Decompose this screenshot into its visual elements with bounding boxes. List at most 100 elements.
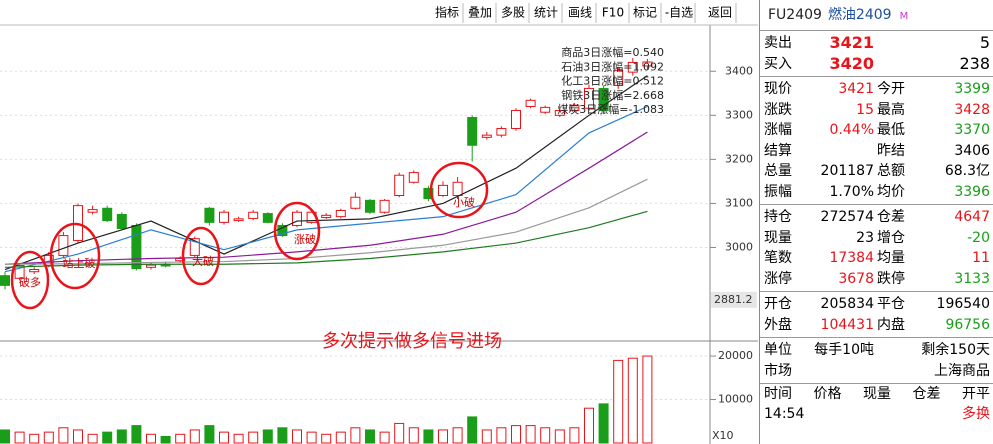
- volume-bar: [569, 427, 580, 444]
- candle-body: [14, 265, 25, 279]
- field-label: 均价: [877, 183, 905, 200]
- field-label: 卖出: [764, 35, 792, 51]
- field-label: 最高: [877, 101, 905, 118]
- toolbar-button[interactable]: 统计: [534, 6, 558, 20]
- volume-bar: [29, 433, 40, 444]
- quote-group: 现价 3421 今开 3399 涨跌 15 最高 3428 涨幅 0.44% 最低 3370 结算 昨结 3…: [760, 77, 993, 205]
- volume-bar: [540, 427, 551, 444]
- field-value: 3421: [838, 81, 874, 97]
- field-value: 11: [972, 250, 990, 266]
- candle-body: [189, 238, 200, 256]
- trade-col: 价格: [813, 386, 842, 402]
- volume-bar: [423, 429, 434, 444]
- candle-body: [598, 87, 609, 111]
- volume-bar: [481, 429, 492, 444]
- field-label: 均量: [877, 250, 905, 266]
- volume-bar: [350, 427, 361, 444]
- volume-bar: [87, 433, 98, 444]
- field-label: 现价: [764, 81, 792, 97]
- candle-body: [102, 207, 113, 222]
- quote-row: 笔数 17384 均量 11: [760, 248, 993, 269]
- volume-bar: [73, 429, 83, 444]
- field-label: 持仓: [764, 209, 792, 225]
- volume-bar: [233, 433, 244, 444]
- field-value: 每手10吨: [814, 342, 874, 358]
- field-label: 涨跌: [764, 101, 792, 118]
- candle-body: [116, 213, 127, 230]
- field-value: 剩余150天: [921, 342, 990, 358]
- toolbar-button[interactable]: F10: [602, 6, 624, 20]
- trade-col: 时间: [764, 386, 792, 402]
- toolbar-button[interactable]: 返回: [708, 6, 732, 20]
- annotation: 破多: [19, 275, 41, 289]
- volume-bar: [627, 357, 638, 444]
- toolbar-button[interactable]: 标记: [633, 6, 657, 20]
- toolbar-button[interactable]: -自选: [665, 6, 693, 20]
- volume-bar: [102, 431, 113, 444]
- quote-row: 单位 每手10吨 剩余150天: [760, 340, 993, 361]
- toolbar-button[interactable]: 多股: [501, 6, 525, 20]
- volume-bar: [248, 431, 259, 444]
- annotation-circle: [10, 250, 50, 310]
- field-label: 笔数: [764, 250, 792, 266]
- volume-bar: [452, 427, 463, 444]
- field-value: 3399: [954, 81, 990, 97]
- candle-body: [613, 69, 624, 86]
- candle-body: [481, 134, 492, 138]
- quote-row: 市场 上海商品: [760, 361, 993, 382]
- field-label: 昨结: [877, 142, 905, 159]
- volume-bar: [292, 429, 302, 444]
- candle-body: [569, 104, 580, 111]
- field-value: 196540: [936, 296, 990, 312]
- annotation: 大破: [192, 254, 214, 268]
- candle-body: [29, 269, 40, 273]
- field-label: 现量: [764, 229, 792, 246]
- toolbar-button[interactable]: 叠加: [468, 6, 492, 20]
- candle-body: [423, 187, 434, 200]
- toolbar-button[interactable]: 画线: [568, 6, 592, 20]
- field-label: 跌停: [877, 270, 905, 287]
- trade-col: 仓差: [912, 386, 941, 402]
- candle-body: [365, 199, 375, 213]
- quote-row: 涨停 3678 跌停 3133: [760, 269, 993, 290]
- volume-bar: [438, 429, 448, 444]
- volume-bar: [321, 433, 332, 444]
- candle-body: [292, 211, 302, 226]
- volume-bar: [146, 433, 156, 444]
- field-value: 205834: [820, 296, 874, 312]
- candle-body: [467, 117, 478, 146]
- trade-row: 14:54 多换: [760, 404, 993, 424]
- ma-line: [4, 75, 648, 271]
- field-label: 结算: [764, 142, 792, 159]
- candle-body: [219, 211, 229, 223]
- candle-body: [540, 106, 551, 113]
- volume-bar: [408, 427, 419, 444]
- volume-bar: [598, 403, 609, 444]
- field-label: 仓差: [877, 209, 905, 225]
- ma-line: [4, 210, 648, 268]
- field-value: 17384: [829, 250, 874, 266]
- y-tick-label: 3200: [725, 152, 753, 165]
- candle-body: [438, 184, 448, 196]
- quote-row: 总量 201187 总额 68.3亿: [760, 161, 993, 182]
- candle-body: [408, 172, 419, 183]
- toolbar-button[interactable]: 指标: [435, 5, 459, 20]
- candle-body: [379, 199, 390, 213]
- annotation-circle: [273, 201, 321, 261]
- quote-row: 开仓 205834 平仓 196540: [760, 294, 993, 315]
- candle-body: [496, 128, 507, 136]
- volume-bar: [204, 425, 215, 444]
- legend-text: 钢铁3日涨幅=2.668: [561, 89, 664, 102]
- y-tick-label: 3000: [725, 240, 753, 253]
- field-value: 96756: [945, 316, 990, 333]
- quote-group: 单位 每手10吨 剩余150天 市场 上海商品: [760, 338, 993, 384]
- field-value: 1.70%: [829, 183, 874, 200]
- candle-body: [452, 181, 463, 196]
- volume-bar: [365, 429, 375, 444]
- field-label: 涨幅: [764, 122, 792, 138]
- field-value: 272574: [820, 209, 874, 225]
- quote-row: 涨跌 15 最高 3428: [760, 100, 993, 121]
- field-value: 104431: [820, 316, 874, 333]
- volume-bar: [525, 425, 536, 444]
- field-label: 最低: [877, 122, 905, 138]
